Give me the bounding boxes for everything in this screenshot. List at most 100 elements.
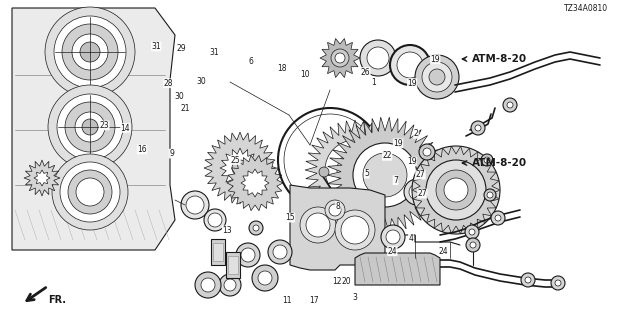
Circle shape [208,213,222,227]
Circle shape [241,248,255,262]
Circle shape [345,160,365,180]
Circle shape [495,215,501,221]
Circle shape [48,85,132,169]
Bar [211,239,225,265]
Text: 24: 24 [438,247,448,256]
Circle shape [521,273,535,287]
Text: 6: 6 [248,57,253,66]
Circle shape [484,157,490,163]
Circle shape [436,170,476,210]
Polygon shape [204,132,276,204]
Circle shape [72,34,108,70]
Text: 13: 13 [222,226,232,235]
Circle shape [525,277,531,283]
Circle shape [507,102,513,108]
Circle shape [195,272,221,298]
Circle shape [465,225,479,239]
Circle shape [65,102,115,152]
Circle shape [181,191,209,219]
Circle shape [470,242,476,248]
Circle shape [481,154,493,166]
Text: 7: 7 [393,176,398,185]
Circle shape [412,146,500,234]
Text: 10: 10 [300,70,310,79]
Circle shape [62,24,118,80]
Circle shape [300,207,336,243]
Circle shape [419,144,435,160]
Polygon shape [24,160,60,196]
Circle shape [224,279,236,291]
Circle shape [397,52,423,78]
Circle shape [253,225,259,231]
Polygon shape [290,185,385,270]
Text: 16: 16 [137,145,147,154]
Circle shape [252,265,278,291]
Circle shape [404,179,430,205]
Circle shape [201,278,215,292]
Circle shape [249,221,263,235]
Text: ATM-8-20: ATM-8-20 [472,54,527,64]
Circle shape [367,47,389,69]
Circle shape [82,119,98,135]
Circle shape [80,42,100,62]
Polygon shape [34,170,50,186]
Text: 26: 26 [360,68,371,76]
Text: 27: 27 [415,170,426,179]
Circle shape [325,200,345,220]
Text: 23: 23 [99,121,109,130]
Circle shape [360,40,396,76]
Text: 18: 18 [277,64,286,73]
Text: 19: 19 [430,55,440,64]
Polygon shape [241,169,269,197]
Text: 19: 19 [393,139,403,148]
Text: 19: 19 [407,79,417,88]
Circle shape [329,204,341,216]
Text: 8: 8 [335,202,340,211]
Text: 30: 30 [196,77,207,86]
Circle shape [415,55,459,99]
Circle shape [60,162,120,222]
Text: 28: 28 [164,79,173,88]
Circle shape [52,154,128,230]
Text: 22: 22 [383,151,392,160]
Circle shape [68,170,112,214]
Circle shape [319,167,329,177]
Polygon shape [327,117,443,233]
Polygon shape [227,155,283,211]
Polygon shape [412,146,500,234]
Circle shape [57,94,123,160]
Circle shape [273,245,287,259]
Circle shape [491,211,505,225]
Text: 15: 15 [285,213,295,222]
Bar [228,256,238,274]
Circle shape [268,240,292,264]
Circle shape [204,209,226,231]
Text: 20: 20 [341,277,351,286]
Circle shape [341,216,369,244]
Polygon shape [220,148,260,188]
Circle shape [386,230,400,244]
Circle shape [551,276,565,290]
Circle shape [353,143,417,207]
Circle shape [75,112,105,142]
Circle shape [54,16,126,88]
Circle shape [325,140,385,200]
Polygon shape [12,8,175,250]
Polygon shape [305,120,405,220]
Text: 4: 4 [408,234,413,243]
Text: FR.: FR. [48,295,66,305]
Circle shape [390,45,430,85]
Text: 25: 25 [230,156,241,164]
Text: 12: 12 [333,277,342,286]
Text: 21: 21 [181,104,190,113]
Circle shape [76,178,104,206]
Circle shape [45,7,135,97]
Circle shape [471,121,485,135]
Circle shape [409,184,425,200]
Circle shape [423,148,431,156]
Text: 27: 27 [417,189,428,198]
Circle shape [484,189,496,201]
Bar [226,252,240,278]
Circle shape [503,98,517,112]
Circle shape [258,271,272,285]
